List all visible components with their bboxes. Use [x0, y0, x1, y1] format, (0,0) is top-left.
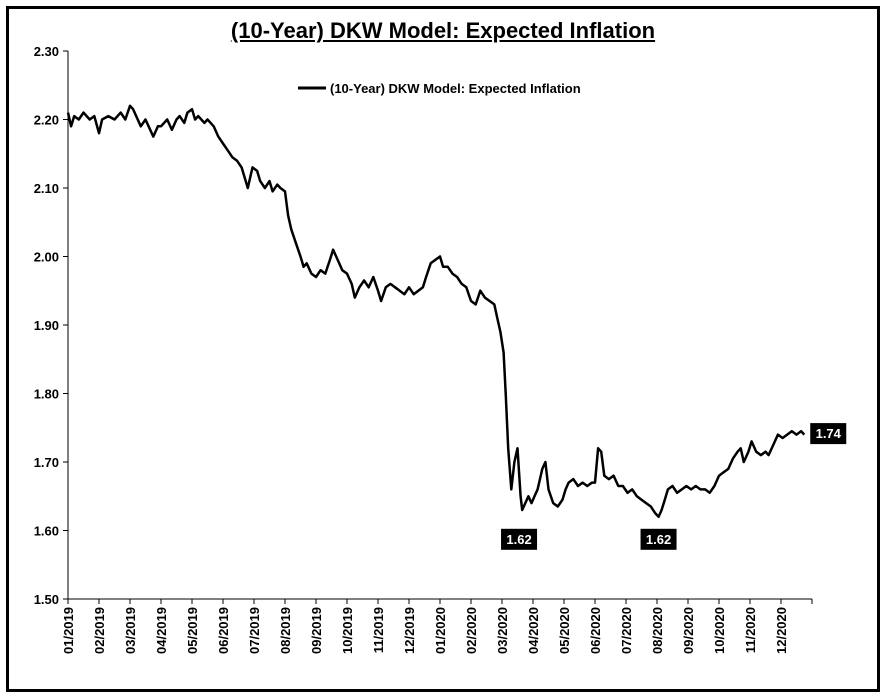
- series-group: [66, 104, 806, 519]
- callout-box: [640, 528, 677, 550]
- chart-axes: 2.302.202.102.001.901.801.701.601.5001/2…: [34, 44, 813, 654]
- y-tick-label: 1.70: [34, 455, 59, 470]
- x-tick-label: 08/2019: [278, 607, 293, 654]
- x-tick-label: 11/2020: [743, 607, 758, 653]
- x-tick-label: 06/2019: [216, 607, 231, 654]
- callout-box: [501, 528, 538, 550]
- callouts-group: 1.74 1.62 1.62: [501, 423, 847, 550]
- x-tick-label: 09/2019: [309, 607, 324, 654]
- x-tick-label: 10/2020: [712, 607, 727, 654]
- x-tick-label: 05/2019: [185, 607, 200, 654]
- x-tick-label: 02/2020: [464, 607, 479, 654]
- callout-label: 1.62: [646, 532, 671, 547]
- callout-label: 1.62: [506, 532, 531, 547]
- x-tick-label: 04/2019: [154, 607, 169, 654]
- x-tick-label: 01/2020: [433, 607, 448, 654]
- y-tick-label: 2.00: [34, 250, 59, 265]
- x-tick-label: 06/2020: [588, 607, 603, 654]
- chart-frame: [6, 6, 880, 692]
- x-tick-label: 12/2019: [402, 607, 417, 654]
- x-tick-label: 11/2019: [371, 607, 386, 653]
- legend: (10-Year) DKW Model: Expected Inflation: [298, 81, 581, 96]
- x-tick-label: 07/2019: [247, 607, 262, 654]
- chart-title: (10-Year) DKW Model: Expected Inflation: [230, 18, 656, 43]
- x-tick-label: 07/2020: [619, 607, 634, 654]
- y-tick-label: 1.50: [34, 592, 59, 607]
- x-tick-label: 03/2020: [495, 607, 510, 654]
- y-tick-label: 1.60: [34, 524, 59, 539]
- x-tick-label: 01/2019: [61, 607, 76, 654]
- y-tick-label: 1.90: [34, 318, 59, 333]
- y-tick-label: 1.80: [34, 387, 59, 402]
- x-tick-label: 12/2020: [774, 607, 789, 654]
- x-tick-label: 03/2019: [123, 607, 138, 654]
- x-tick-label: 02/2019: [92, 607, 107, 654]
- y-tick-label: 2.10: [34, 181, 59, 196]
- x-tick-label: 04/2020: [526, 607, 541, 654]
- y-tick-label: 2.30: [34, 44, 59, 59]
- callout-box: [810, 423, 847, 445]
- y-tick-label: 2.20: [34, 113, 59, 128]
- x-tick-label: 08/2020: [650, 607, 665, 654]
- x-tick-label: 09/2020: [681, 607, 696, 654]
- callout-label: 1.74: [816, 426, 842, 441]
- x-tick-label: 10/2019: [340, 607, 355, 654]
- legend-label: (10-Year) DKW Model: Expected Inflation: [330, 81, 581, 96]
- series-line: [66, 104, 806, 519]
- x-tick-label: 05/2020: [557, 607, 572, 654]
